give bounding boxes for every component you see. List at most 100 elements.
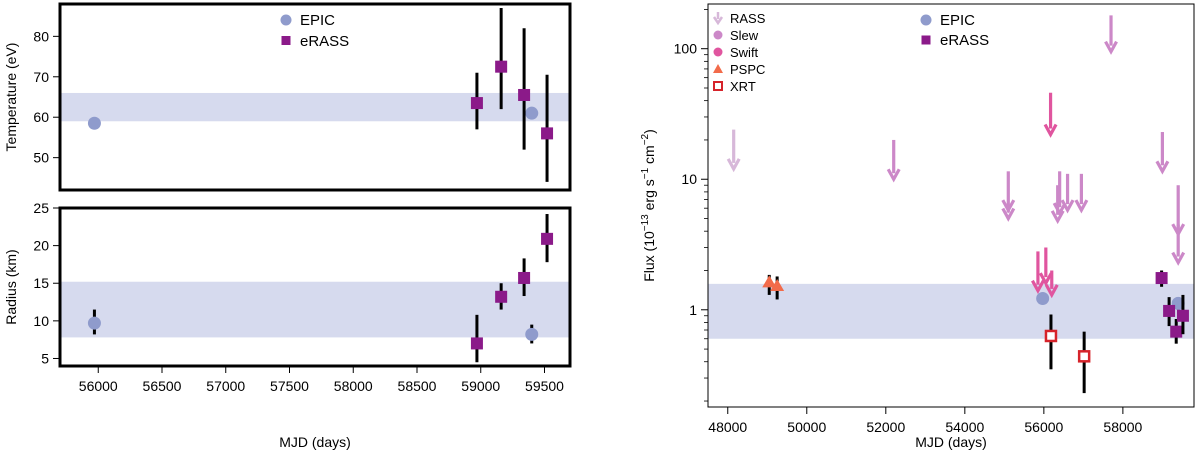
legend-rass-marker-head bbox=[712, 16, 724, 26]
rass-upper-limit bbox=[726, 129, 741, 173]
y-tick-label: 60 bbox=[33, 109, 49, 125]
flux-y-label: Flux (10−13 erg s−1 cm−2) bbox=[640, 129, 657, 282]
legend-swift-marker bbox=[713, 47, 723, 57]
legend-epic-label: EPIC bbox=[940, 12, 975, 29]
flux-legend-left: RASS Slew Swift PSPC XRT bbox=[712, 11, 766, 94]
upper-limit-head bbox=[886, 168, 901, 183]
x-tick-label: 48000 bbox=[708, 419, 747, 435]
y-tick-label: 15 bbox=[33, 275, 49, 291]
x-tick-label: 57500 bbox=[270, 378, 309, 394]
radius-x-label: MJD (days) bbox=[279, 434, 351, 450]
erass-point bbox=[541, 232, 554, 245]
flux-panel: 1 10 100 48000 50000 52000 54000 56000 58000 Fl… bbox=[640, 3, 1195, 450]
epic-point bbox=[87, 316, 101, 330]
upper-limit-head bbox=[1038, 272, 1053, 287]
x-tick-label: 57000 bbox=[206, 378, 245, 394]
y-tick-label: 25 bbox=[33, 200, 49, 216]
flux-y-label-main: Flux (10 bbox=[641, 231, 657, 282]
flux-upper-limits bbox=[726, 15, 1186, 299]
flux-points bbox=[762, 270, 1189, 394]
legend-epic-marker bbox=[280, 14, 292, 26]
xrt-point bbox=[1077, 350, 1091, 363]
flux-y-ticks: 1 10 100 bbox=[674, 9, 708, 402]
y-tick-label: 1 bbox=[689, 302, 697, 318]
flux-x-ticks: 48000 50000 52000 54000 56000 58000 bbox=[708, 407, 1143, 435]
flux-y-label-exp3: −2 bbox=[640, 133, 651, 145]
upper-limit-head bbox=[1171, 251, 1186, 266]
upper-limit-head bbox=[1031, 279, 1045, 295]
upper-limit-head bbox=[1074, 199, 1089, 214]
x-tick-label: 58000 bbox=[334, 378, 373, 394]
erass-point bbox=[518, 271, 531, 284]
erass-point bbox=[518, 88, 531, 101]
upper-limit-head bbox=[1155, 160, 1170, 175]
temperature-y-label: Temperature (eV) bbox=[3, 43, 19, 152]
legend-swift-label: Swift bbox=[730, 45, 759, 60]
temperature-band bbox=[60, 92, 570, 122]
legend-xrt-label: XRT bbox=[730, 79, 756, 94]
erass-point bbox=[495, 290, 508, 303]
legend-erass-marker bbox=[921, 35, 931, 45]
x-tick-label: 58500 bbox=[398, 378, 437, 394]
y-tick-label: 70 bbox=[33, 69, 49, 85]
legend-slew-label: Slew bbox=[730, 28, 759, 43]
y-tick-label: 20 bbox=[33, 238, 49, 254]
flux-y-label-mid2: cm bbox=[641, 145, 657, 168]
flux-band bbox=[708, 283, 1194, 339]
pspc-point bbox=[770, 279, 785, 292]
upper-limit-head bbox=[1060, 199, 1075, 214]
upper-limit-head bbox=[726, 158, 741, 173]
flux-frame bbox=[707, 3, 1195, 408]
x-tick-label: 59000 bbox=[461, 378, 500, 394]
erass-point bbox=[495, 60, 508, 73]
legend-erass-label: eRASS bbox=[300, 33, 349, 50]
x-tick-label: 50000 bbox=[787, 419, 826, 435]
radius-y-label: Radius (km) bbox=[3, 249, 19, 324]
slew-upper-limit bbox=[1104, 15, 1118, 55]
epic-point bbox=[525, 327, 539, 341]
upper-limit-head bbox=[1104, 40, 1118, 55]
erass-point bbox=[470, 337, 483, 350]
swift-upper-limit bbox=[1031, 251, 1045, 295]
upper-limit-head bbox=[1001, 207, 1016, 222]
x-tick-label: 56000 bbox=[79, 378, 118, 394]
radius-panel: 5 10 15 20 25 56000 56500 57000 57500 58000 58500… bbox=[3, 200, 572, 450]
legend-rass-label: RASS bbox=[730, 11, 766, 26]
legend-xrt-marker bbox=[713, 81, 723, 91]
erass-point bbox=[1163, 304, 1176, 317]
pspc-point bbox=[762, 275, 777, 288]
slew-upper-limit bbox=[1052, 171, 1067, 217]
y-tick-label: 50 bbox=[33, 150, 49, 166]
flux-y-label-exp2: −1 bbox=[640, 167, 651, 179]
legend-epic-label: EPIC bbox=[300, 12, 335, 29]
y-tick-label: 80 bbox=[33, 28, 49, 44]
upper-limit-head bbox=[1044, 284, 1059, 299]
erass-point bbox=[1170, 325, 1183, 338]
slew-upper-limit bbox=[1155, 132, 1170, 175]
radius-frame bbox=[58, 206, 572, 368]
epic-point bbox=[525, 106, 539, 120]
radius-points bbox=[87, 214, 554, 363]
erass-point bbox=[470, 97, 483, 110]
flux-y-label-exp1: −13 bbox=[640, 214, 651, 231]
slew-upper-limit bbox=[1060, 173, 1075, 214]
erass-point bbox=[541, 127, 554, 140]
flux-y-label-mid: erg s bbox=[641, 179, 657, 214]
legend-epic-marker bbox=[920, 14, 932, 26]
flux-y-label-end: ) bbox=[641, 129, 657, 134]
xrt-point bbox=[1044, 329, 1058, 343]
x-tick-label: 56500 bbox=[143, 378, 182, 394]
radius-x-ticks: 56000 56500 57000 57500 58000 58500 59000 59500 bbox=[79, 366, 564, 394]
slew-upper-limit bbox=[886, 139, 901, 183]
slew-upper-limit bbox=[1050, 185, 1065, 225]
swift-upper-limit bbox=[1044, 270, 1059, 299]
temperature-legend: EPIC eRASS bbox=[280, 12, 349, 50]
slew-upper-limit bbox=[1171, 224, 1186, 266]
flux-legend-right: EPIC eRASS bbox=[920, 12, 989, 49]
y-tick-label: 10 bbox=[33, 313, 49, 329]
temperature-points bbox=[87, 8, 554, 182]
x-tick-label: 59500 bbox=[525, 378, 564, 394]
y-tick-label: 10 bbox=[681, 171, 697, 187]
erass-point bbox=[1176, 309, 1189, 322]
legend-slew-marker bbox=[713, 30, 723, 40]
